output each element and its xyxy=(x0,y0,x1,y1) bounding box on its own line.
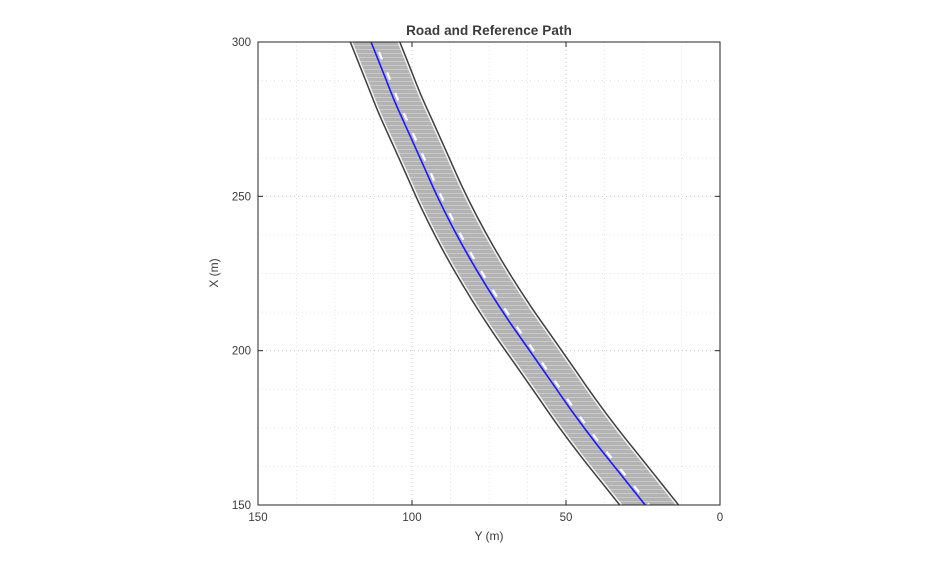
road-group xyxy=(349,42,680,505)
y-axis-label: X (m) xyxy=(207,258,221,288)
x-tick-label: 150 xyxy=(248,512,267,524)
y-tick-label: 150 xyxy=(232,500,251,512)
axes-box xyxy=(257,41,721,506)
x-tick-label: 50 xyxy=(560,512,573,524)
road-center-dashed-marking xyxy=(373,42,651,505)
reference-path-line xyxy=(370,42,647,505)
x-tick-label: 0 xyxy=(717,512,723,524)
x-axis-label: Y (m) xyxy=(474,529,504,543)
y-tick-label: 250 xyxy=(232,191,251,203)
x-tick-label: 100 xyxy=(402,512,421,524)
y-tick-label: 300 xyxy=(232,37,251,49)
tick-marks xyxy=(257,41,721,506)
chart-title: Road and Reference Path xyxy=(406,23,572,38)
y-tick-label: 200 xyxy=(232,346,251,358)
